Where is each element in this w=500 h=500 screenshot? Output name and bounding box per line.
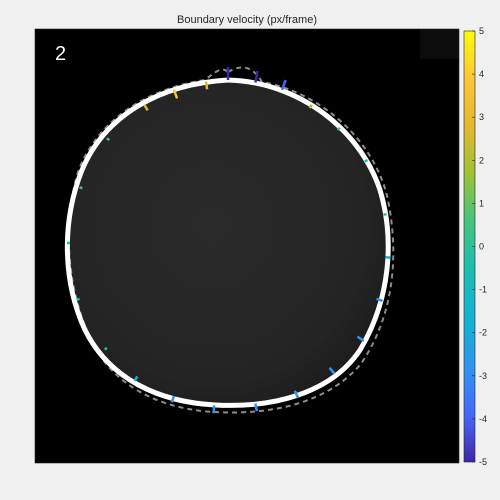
velocity-vectors — [67, 67, 391, 414]
velocity-vector — [170, 395, 176, 403]
colorbar-tick-label: 1 — [479, 198, 484, 208]
colorbar-tick-label: 0 — [479, 242, 484, 252]
velocity-vector — [328, 367, 336, 375]
velocity-vector — [212, 405, 216, 414]
cell-body — [67, 80, 389, 406]
velocity-vector — [133, 375, 139, 382]
velocity-vector — [79, 186, 83, 190]
image-corner-shade — [420, 29, 459, 59]
image-axes: 2 — [35, 29, 459, 463]
velocity-vector — [280, 79, 287, 91]
velocity-vector — [254, 70, 259, 83]
velocity-vector — [364, 158, 369, 163]
velocity-vector — [106, 137, 111, 142]
chart-title: Boundary velocity (px/frame) — [177, 14, 317, 26]
colorbar-tick-label: -4 — [479, 414, 487, 424]
colorbar-tick-label: -3 — [479, 371, 487, 381]
velocity-vector — [76, 297, 80, 301]
colorbar-tick-label: 3 — [479, 112, 484, 122]
velocity-vector — [204, 81, 209, 90]
colorbar-tick-label: -2 — [479, 328, 487, 338]
colorbar-ticks: 5 4 3 2 1 0 -1 -2 -3 -4 -5 — [472, 26, 487, 467]
velocity-vector — [308, 104, 313, 109]
frame-number: 2 — [55, 43, 66, 65]
colorbar-tick-label: -1 — [479, 285, 487, 295]
colorbar-tick-label: 4 — [479, 69, 484, 79]
velocity-vector — [172, 89, 179, 99]
image-axes-border — [34, 28, 460, 464]
velocity-vector — [336, 126, 341, 131]
velocity-vector — [143, 104, 149, 111]
velocity-vector — [383, 212, 387, 216]
velocity-vector — [254, 403, 259, 412]
colorbar: 5 4 3 2 1 0 -1 -2 -3 -4 -5 — [463, 26, 487, 467]
colorbar-tick-label: -5 — [479, 457, 487, 467]
colorbar-tick-label: 2 — [479, 155, 484, 165]
current-boundary — [64, 77, 391, 408]
velocity-vector — [376, 297, 384, 303]
velocity-vector — [103, 346, 108, 351]
velocity-vector — [356, 335, 365, 342]
colorbar-tick-label: 5 — [479, 26, 484, 36]
velocity-vector — [293, 390, 300, 399]
